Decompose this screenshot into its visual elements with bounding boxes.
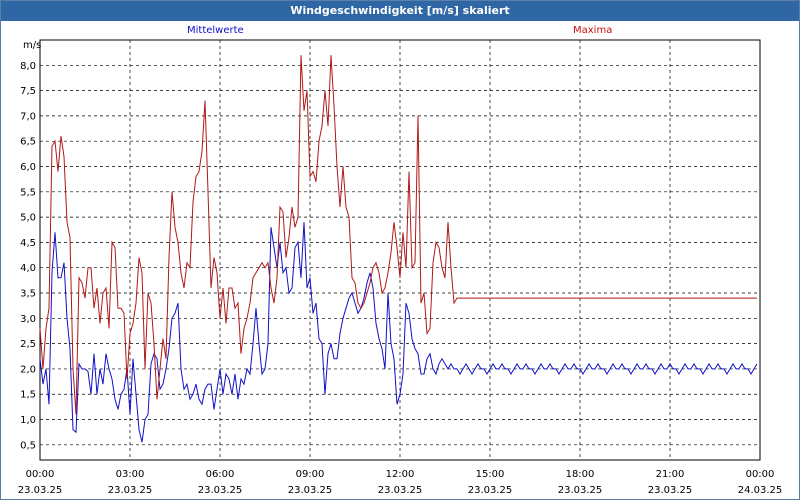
x-tick-date: 24.03.25 (738, 485, 783, 496)
x-tick-date: 23.03.25 (108, 485, 153, 496)
x-tick-time: 00:00 (746, 469, 775, 480)
series-line-mittelwerte (39, 222, 758, 443)
x-tick-time: 18:00 (566, 469, 595, 480)
y-tick-label: 7,5 (20, 86, 36, 97)
chart-grid (39, 40, 761, 460)
y-tick-label: 0,5 (20, 440, 36, 451)
plot-frame (39, 39, 761, 461)
y-tick-label: 7,0 (20, 111, 36, 122)
y-tick-label: 3,0 (20, 314, 36, 325)
x-tick-date: 23.03.25 (378, 485, 423, 496)
y-tick-label: 4,0 (20, 263, 36, 274)
y-tick-label: 2,0 (20, 364, 36, 375)
legend-mittelwerte: Mittelwerte (187, 25, 244, 36)
x-tick-time: 15:00 (476, 469, 505, 480)
x-tick-time: 09:00 (296, 469, 325, 480)
y-tick-label: 5,5 (20, 187, 36, 198)
y-tick-label: 4,5 (20, 238, 36, 249)
x-tick-time: 06:00 (206, 469, 235, 480)
y-tick-label: 1,0 (20, 415, 36, 426)
x-tick-date: 23.03.25 (648, 485, 693, 496)
x-tick-date: 23.03.25 (558, 485, 603, 496)
chart-axes: 0,5 1,0 1,5 2,0 2,5 3,0 3,5 4,0 4,5 5,0 5,5 6,0 6,5 7… (18, 39, 783, 496)
y-tick-label: 1,5 (20, 390, 36, 401)
y-tick-label: 6,5 (20, 137, 36, 148)
chart-series (39, 55, 758, 443)
legend-maxima: Maxima (573, 25, 613, 36)
x-tick-time: 21:00 (656, 469, 685, 480)
y-axis-label: m/s (23, 40, 41, 51)
x-tick-time: 03:00 (116, 469, 145, 480)
y-tick-label: 5,0 (20, 213, 36, 224)
x-tick-date: 23.03.25 (468, 485, 513, 496)
series-line-maxima (39, 55, 757, 415)
window-title: Windgeschwindigkeit [m/s] skaliert (1, 1, 799, 21)
x-tick-date: 23.03.25 (18, 485, 63, 496)
x-tick-date: 23.03.25 (198, 485, 243, 496)
y-tick-label: 3,5 (20, 289, 36, 300)
y-tick-label: 8,0 (20, 61, 36, 72)
y-tick-label: 2,5 (20, 339, 36, 350)
y-tick-label: 6,0 (20, 162, 36, 173)
x-tick-time: 12:00 (386, 469, 415, 480)
x-tick-date: 23.03.25 (288, 485, 333, 496)
x-tick-time: 00:00 (26, 469, 55, 480)
